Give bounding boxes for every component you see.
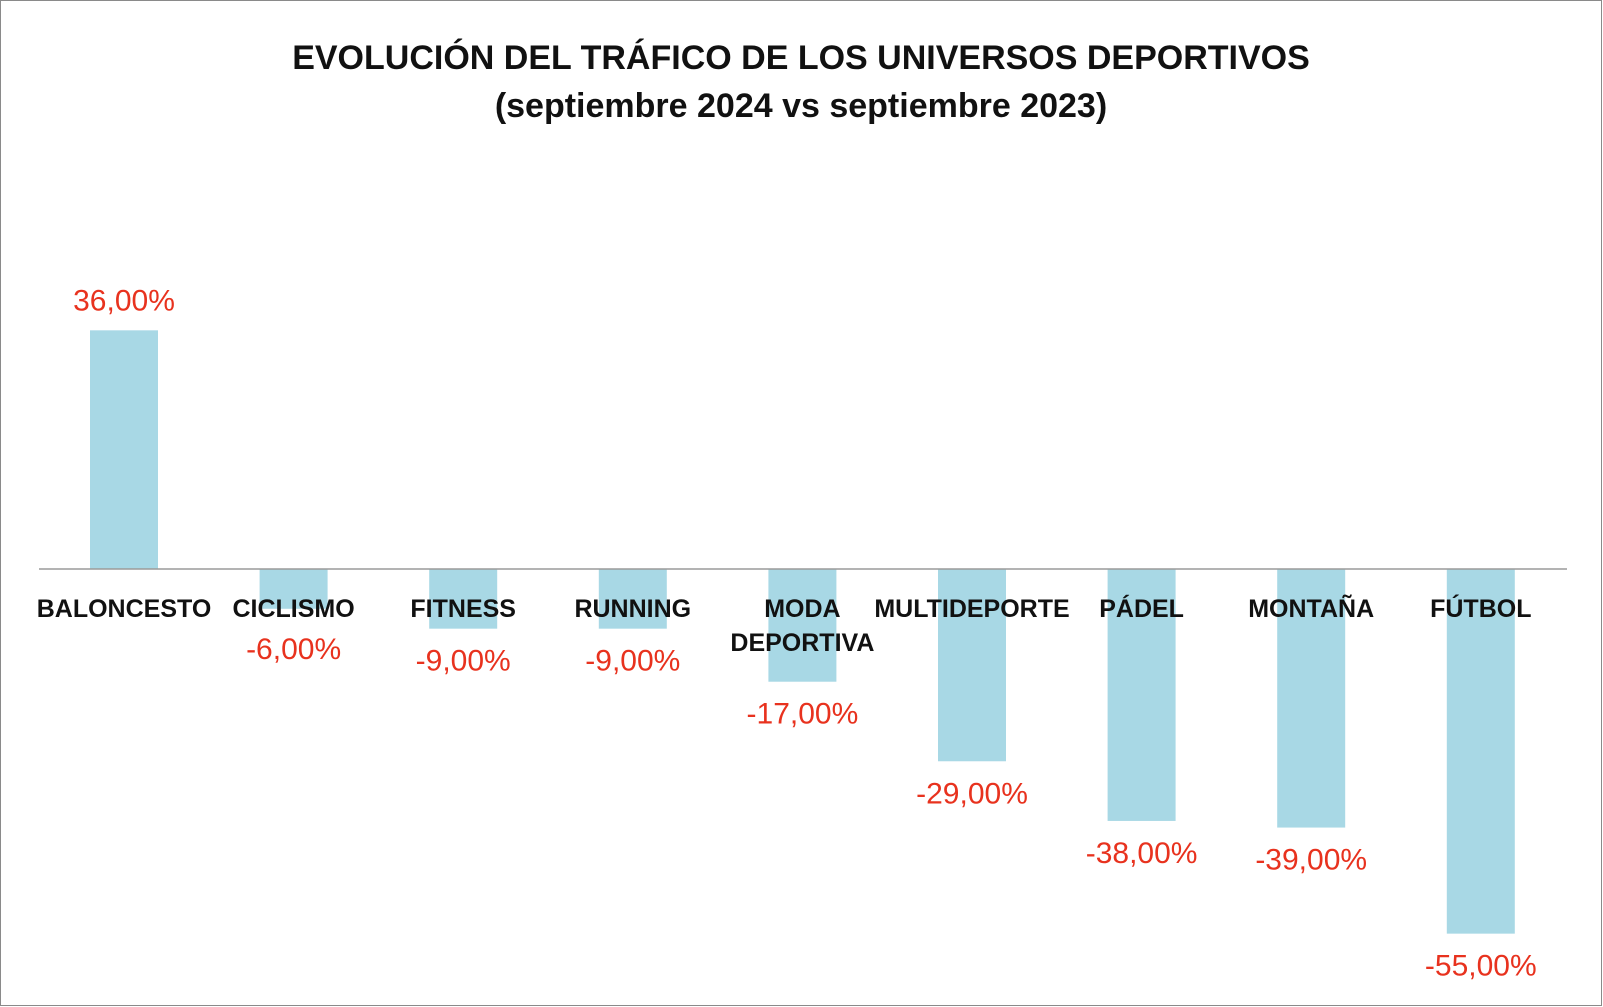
value-label-3: -9,00% [416, 645, 511, 678]
bar-4 [598, 569, 667, 629]
bar-9 [1446, 569, 1515, 934]
category-label-5-line2: DEPORTIVA [730, 629, 874, 657]
bar-7 [1107, 569, 1176, 821]
bar-6 [938, 569, 1006, 762]
category-label-4: RUNNING [574, 595, 691, 623]
category-label-6: MULTIDEPORTE [874, 595, 1069, 623]
category-label-3: FITNESS [410, 595, 516, 623]
value-label-2: -6,00% [246, 633, 341, 666]
bars-group [90, 330, 1515, 934]
bar-8 [1277, 569, 1346, 828]
value-label-1: 36,00% [73, 284, 175, 317]
category-label-9: FÚTBOL [1430, 593, 1531, 623]
chart-title-line2: (septiembre 2024 vs septiembre 2023) [495, 87, 1107, 125]
bar-3 [429, 569, 498, 629]
bar-5 [768, 569, 837, 682]
value-label-5: -17,00% [747, 698, 859, 731]
value-label-6: -29,00% [916, 777, 1028, 810]
bar-2 [259, 569, 328, 609]
bar-1 [90, 330, 158, 569]
chart-title-line1: EVOLUCIÓN DEL TRÁFICO DE LOS UNIVERSOS D… [292, 39, 1310, 77]
value-label-4: -9,00% [585, 645, 680, 678]
category-label-2: CICLISMO [232, 595, 354, 623]
value-label-9: -55,00% [1425, 950, 1537, 983]
category-label-8: MONTAÑA [1248, 593, 1374, 623]
value-label-8: -39,00% [1255, 844, 1367, 877]
category-label-5-line1: MODA [764, 595, 840, 623]
category-label-7: PÁDEL [1099, 594, 1184, 623]
labels-group: BALONCESTO 36,00% CICLISMO -6,00% FITNESS -9,… [37, 284, 1537, 982]
category-label-1: BALONCESTO [37, 595, 212, 623]
value-label-7: -38,00% [1086, 837, 1198, 870]
